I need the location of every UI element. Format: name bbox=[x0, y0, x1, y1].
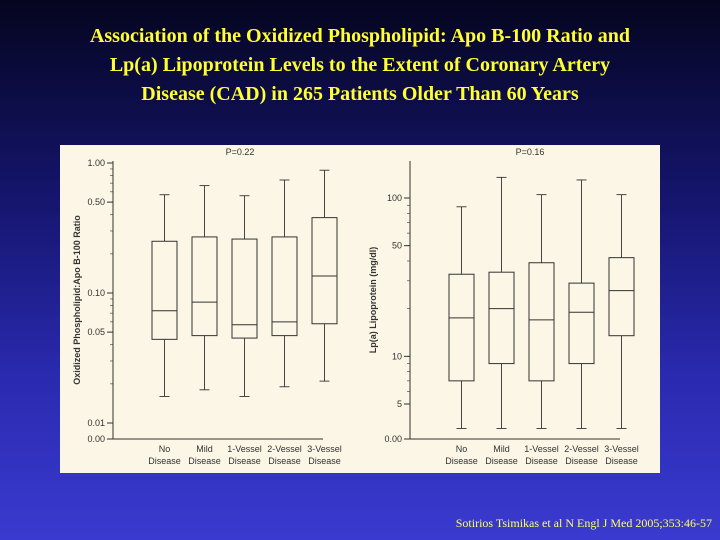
x-category-label: Mild bbox=[493, 444, 510, 454]
x-category-label: Disease bbox=[308, 456, 341, 466]
slide-title-line-1: Association of the Oxidized Phospholipid… bbox=[89, 25, 631, 47]
y-tick-label: 5 bbox=[397, 399, 402, 409]
box-2 bbox=[488, 176, 515, 429]
box-plot-panel-1: 1.00 0.50 0.10 0.05 0.01 0.00 Oxidized Phospho… bbox=[72, 147, 342, 466]
y-tick-label: 1.00 bbox=[87, 158, 105, 168]
box-body bbox=[191, 236, 218, 337]
y-axis-title: Lp(a) Lipoprotein (mg/dl) bbox=[368, 247, 378, 353]
x-category-label: Disease bbox=[148, 456, 181, 466]
box-plot-panel-2: 100 50 10 5 0.00 Lp(a) Lipoprotein (mg/dl) P=0… bbox=[368, 147, 639, 466]
x-category-label: Disease bbox=[268, 456, 301, 466]
x-category-label: Disease bbox=[485, 456, 518, 466]
figure-panel: 1.00 0.50 0.10 0.05 0.01 0.00 Oxidized Phospho… bbox=[60, 145, 660, 473]
p-value-label: P=0.16 bbox=[516, 147, 545, 157]
box-body bbox=[488, 271, 515, 365]
x-category-label: Mild bbox=[196, 444, 213, 454]
box-1 bbox=[448, 206, 475, 429]
y-tick-label: 10 bbox=[392, 351, 402, 361]
y-tick-label: 100 bbox=[387, 193, 402, 203]
box-body bbox=[311, 217, 338, 325]
x-category-label: Disease bbox=[565, 456, 598, 466]
y-tick-label: 0.00 bbox=[87, 434, 105, 444]
box-body bbox=[528, 262, 555, 382]
box-body bbox=[608, 257, 635, 337]
box-4 bbox=[271, 179, 298, 388]
box-plot-figure: 1.00 0.50 0.10 0.05 0.01 0.00 Oxidized Phospho… bbox=[72, 147, 639, 466]
x-category-label: Disease bbox=[228, 456, 261, 466]
box-body bbox=[448, 273, 475, 382]
box-1 bbox=[151, 194, 178, 397]
box-2 bbox=[191, 185, 218, 391]
box-body bbox=[271, 236, 298, 337]
box-body bbox=[151, 240, 178, 340]
x-category-label: 2-Vessel bbox=[267, 444, 302, 454]
box-body bbox=[231, 238, 258, 339]
x-category-label: Disease bbox=[188, 456, 221, 466]
citation: Sotirios Tsimikas et al N Engl J Med 200… bbox=[455, 516, 712, 530]
y-tick-label: 0.01 bbox=[87, 418, 105, 428]
x-category-label: 1-Vessel bbox=[524, 444, 559, 454]
y-tick-label: 0.00 bbox=[384, 434, 402, 444]
y-tick-label: 0.50 bbox=[87, 197, 105, 207]
box-3 bbox=[528, 194, 555, 429]
x-category-label: No bbox=[159, 444, 171, 454]
y-axis-title: Oxidized Phospholipid:Apo B-100 Ratio bbox=[72, 215, 82, 385]
y-tick-label: 0.10 bbox=[87, 288, 105, 298]
x-category-label: Disease bbox=[605, 456, 638, 466]
box-4 bbox=[568, 179, 595, 429]
x-category-label: 3-Vessel bbox=[604, 444, 639, 454]
box-5 bbox=[608, 194, 635, 429]
box-body bbox=[568, 282, 595, 365]
x-category-label: 3-Vessel bbox=[307, 444, 342, 454]
x-category-label: 2-Vessel bbox=[564, 444, 599, 454]
x-category-label: No bbox=[456, 444, 468, 454]
x-category-label: 1-Vessel bbox=[227, 444, 262, 454]
y-tick-label: 50 bbox=[392, 241, 402, 251]
y-tick-label: 0.05 bbox=[87, 327, 105, 337]
slide-title-line-2: Lp(a) Lipoprotein Levels to the Extent o… bbox=[109, 54, 611, 76]
x-category-label: Disease bbox=[445, 456, 478, 466]
box-3 bbox=[231, 195, 258, 397]
slide-title-line-3: Disease (CAD) in 265 Patients Older Than… bbox=[141, 83, 579, 105]
x-category-label: Disease bbox=[525, 456, 558, 466]
p-value-label: P=0.22 bbox=[226, 147, 255, 157]
box-5 bbox=[311, 169, 338, 382]
slide-title: Association of the Oxidized Phospholipid… bbox=[0, 22, 720, 109]
